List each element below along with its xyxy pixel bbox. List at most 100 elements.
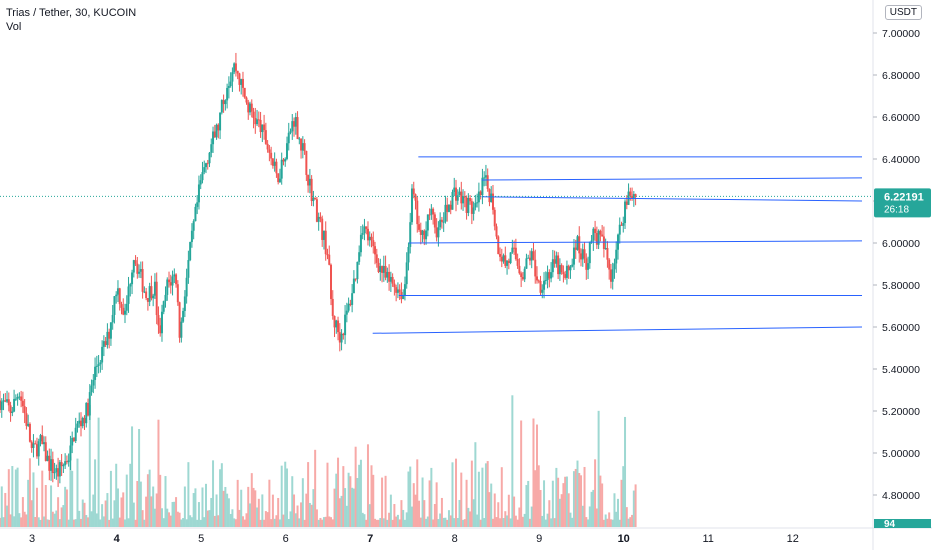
volume-bar [166,508,169,527]
candle-body [565,265,568,278]
volume-bar [322,517,325,527]
volume-bar [555,467,558,527]
x-tick-label: 10 [618,533,630,545]
volume-bar [51,511,54,527]
candle-body [305,150,308,175]
price-axis-bg [873,0,932,550]
candle-body [71,437,74,446]
candle-body [62,465,65,467]
volume-bar [261,494,264,527]
candle-body [449,204,452,210]
candle-body [558,265,561,275]
candle-body [319,216,322,219]
candle-body [425,230,428,240]
volume-bar [446,519,449,527]
candle-body [58,462,61,477]
trend-lines[interactable] [372,156,863,334]
volume-bar [523,513,526,527]
candle-body [115,294,118,297]
volume-bar [518,507,521,527]
candle-body [148,286,151,302]
volume-bar [578,472,581,527]
candle-body [590,240,593,242]
volume-indicator-label[interactable]: Vol [6,21,22,33]
volume-bar [455,458,458,527]
volume-bar [148,469,151,527]
price-axis[interactable]: 7.000006.800006.600006.400006.200006.000… [872,0,932,550]
volume-bar [497,502,500,527]
volume-bar [324,516,327,527]
volume-bar [620,479,623,527]
volume-bar [294,513,297,527]
candle-body [192,221,195,231]
candle-body [314,197,317,200]
volume-bar [366,444,369,527]
volume-bar [301,478,304,527]
trend-line[interactable] [481,196,863,202]
candle-body [150,286,153,299]
candle-body [88,392,91,416]
candle-body [409,222,412,248]
volume-bar [229,513,232,527]
volume-bar [359,459,362,527]
volume-bar [50,485,53,527]
volume-bar [393,504,396,527]
volume-bar [220,463,223,527]
volume-bar [321,519,324,527]
candle-body [395,287,398,293]
candle-body [300,138,303,151]
candle-body [520,273,523,278]
volume-bar [433,504,436,527]
volume-bar [168,512,171,527]
trend-line[interactable] [372,326,863,334]
candle-body [587,263,590,270]
volume-bar [104,500,107,527]
volume-bar [418,500,421,527]
candle-body [548,272,551,279]
volume-bar [425,518,428,527]
symbol-title[interactable]: Trias / Tether, 30, KUCOIN [6,7,137,19]
volume-bar [201,487,204,527]
trend-line[interactable] [409,240,863,244]
candle-body [129,284,132,287]
x-tick-label: 4 [114,533,121,545]
y-tick-label: 5.00000 [882,448,920,460]
volume-bar [231,509,234,527]
candle-body [382,265,385,273]
volume-bar [125,474,128,527]
volume-bar [171,501,174,527]
volume-bar [145,496,148,527]
volume-bar [509,518,512,527]
candle-body [361,233,364,235]
candle-body [159,325,162,334]
candle-body [169,282,172,286]
candle-body [315,199,318,222]
volume-bar [146,474,149,527]
volume-bar [631,514,634,527]
volume-bar [490,483,493,527]
candle-body [433,214,436,228]
candle-body [474,203,477,208]
volume-bar [439,513,442,527]
volume-bar [178,512,181,527]
volume-bar [97,417,100,527]
candle-body [359,234,362,253]
volume-bar [95,513,98,527]
candle-body [528,257,531,261]
candle-body [46,455,49,461]
time-axis[interactable]: 3 4 5 6 7 8 9 10 11 12 [0,527,932,545]
volume-bar [379,517,382,527]
volume-bar [337,457,340,527]
candle-body [345,310,348,315]
trend-line[interactable] [481,177,863,181]
volume-bar [76,458,79,527]
currency-button[interactable]: USDT [884,5,922,20]
x-tick-label: 7 [367,533,373,545]
candle-body [428,214,431,216]
candle-body [396,289,399,293]
candle-body [426,214,429,231]
candle-body [486,175,489,189]
candle-body [194,206,197,222]
